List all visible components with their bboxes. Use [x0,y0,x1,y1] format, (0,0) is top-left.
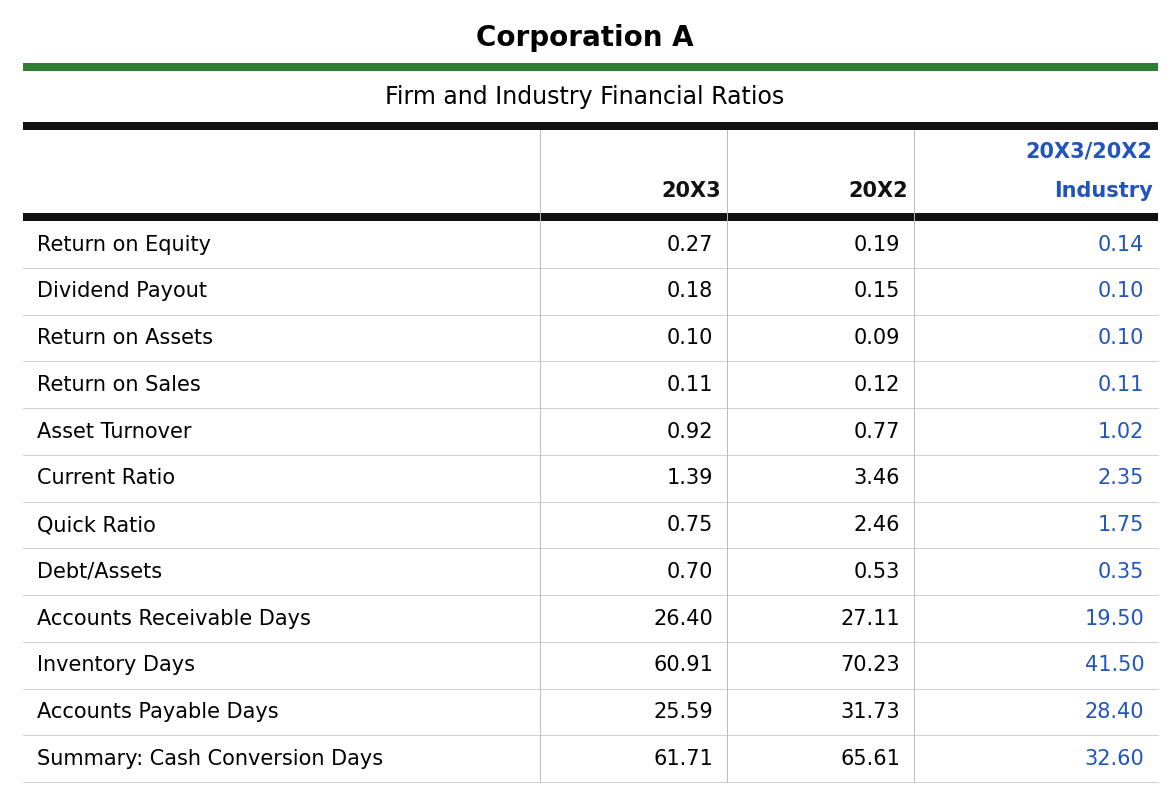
Text: 0.15: 0.15 [854,281,900,301]
Text: 0.09: 0.09 [854,328,900,348]
Text: 0.19: 0.19 [854,235,900,254]
Text: 0.35: 0.35 [1097,562,1144,581]
Text: Firm and Industry Financial Ratios: Firm and Industry Financial Ratios [385,85,785,109]
Text: Accounts Payable Days: Accounts Payable Days [37,702,280,722]
Text: Summary: Cash Conversion Days: Summary: Cash Conversion Days [37,749,384,769]
Text: 0.11: 0.11 [667,374,713,395]
Text: Dividend Payout: Dividend Payout [37,281,207,301]
Text: Industry: Industry [1054,181,1152,201]
Text: 41.50: 41.50 [1085,655,1144,675]
Text: 2.46: 2.46 [854,515,900,535]
Text: Debt/Assets: Debt/Assets [37,562,163,581]
Text: 0.10: 0.10 [1097,281,1144,301]
Text: Inventory Days: Inventory Days [37,655,195,675]
Text: 1.02: 1.02 [1097,422,1144,442]
Text: 2.35: 2.35 [1097,468,1144,488]
Text: 0.53: 0.53 [854,562,900,581]
Text: 65.61: 65.61 [840,749,900,769]
Text: Return on Sales: Return on Sales [37,374,201,395]
Text: 0.14: 0.14 [1097,235,1144,254]
Text: 70.23: 70.23 [840,655,900,675]
Text: 0.75: 0.75 [667,515,713,535]
Text: 0.10: 0.10 [667,328,713,348]
Text: 31.73: 31.73 [840,702,900,722]
Text: 25.59: 25.59 [653,702,713,722]
Text: Return on Equity: Return on Equity [37,235,212,254]
Text: 60.91: 60.91 [653,655,713,675]
Text: 0.92: 0.92 [667,422,713,442]
Text: 61.71: 61.71 [653,749,713,769]
Text: 19.50: 19.50 [1085,608,1144,629]
Bar [23,122,1158,130]
Text: 0.11: 0.11 [1097,374,1144,395]
Text: Return on Assets: Return on Assets [37,328,213,348]
Text: 0.70: 0.70 [667,562,713,581]
Text: 20X3: 20X3 [661,181,721,201]
Bar [23,213,1158,221]
Bar [23,63,1158,71]
Text: 0.27: 0.27 [667,235,713,254]
Text: Quick Ratio: Quick Ratio [37,515,157,535]
Text: 26.40: 26.40 [653,608,713,629]
Text: 28.40: 28.40 [1085,702,1144,722]
Text: 20X3/20X2: 20X3/20X2 [1026,141,1152,162]
Text: 1.75: 1.75 [1097,515,1144,535]
Text: 20X2: 20X2 [848,181,908,201]
Text: Asset Turnover: Asset Turnover [37,422,192,442]
Text: Current Ratio: Current Ratio [37,468,176,488]
Text: 0.10: 0.10 [1097,328,1144,348]
Text: Accounts Receivable Days: Accounts Receivable Days [37,608,311,629]
Text: 32.60: 32.60 [1085,749,1144,769]
Text: Corporation A: Corporation A [476,24,694,51]
Text: 0.77: 0.77 [854,422,900,442]
Text: 27.11: 27.11 [840,608,900,629]
Text: 1.39: 1.39 [667,468,713,488]
Text: 3.46: 3.46 [854,468,900,488]
Text: 0.18: 0.18 [667,281,713,301]
Text: 0.12: 0.12 [854,374,900,395]
